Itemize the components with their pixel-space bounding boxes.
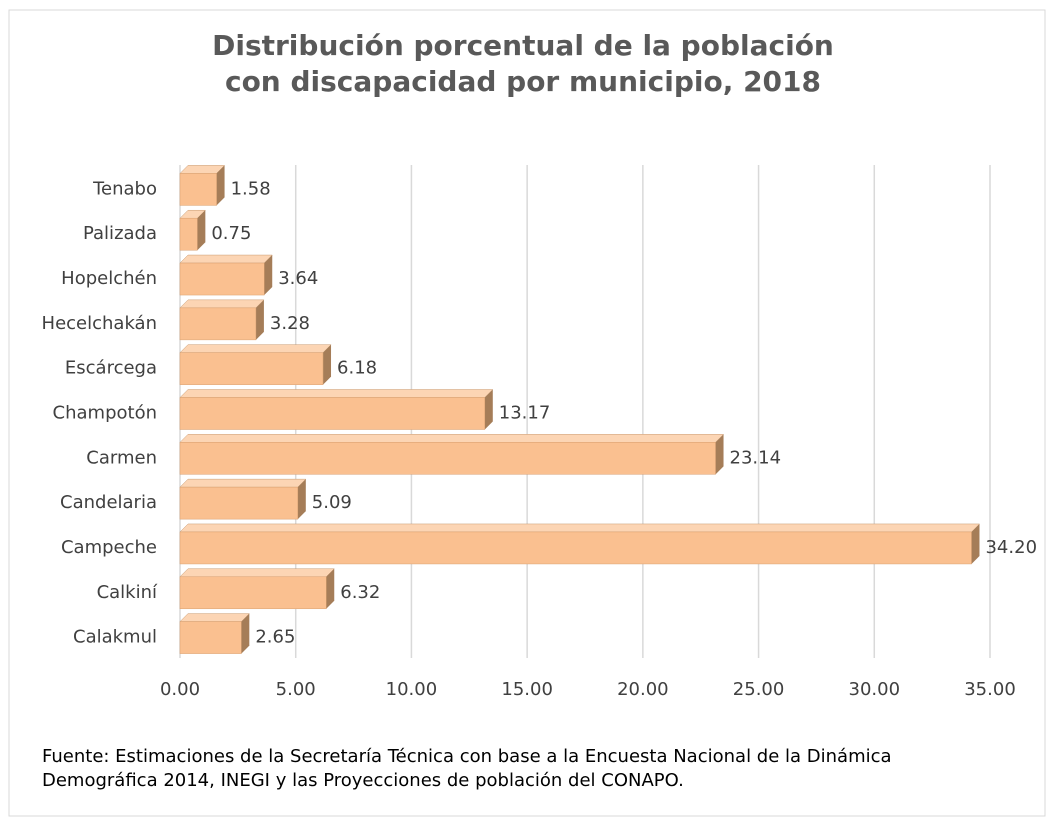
bar bbox=[179, 173, 217, 206]
y-tick-label: Hecelchakán bbox=[42, 313, 157, 334]
bar bbox=[179, 576, 327, 610]
bar-side bbox=[216, 165, 225, 206]
data-label: 5.09 bbox=[312, 492, 352, 513]
x-tick-label: 15.00 bbox=[501, 679, 553, 700]
bar-side bbox=[255, 299, 264, 340]
y-tick-label: Escárcega bbox=[65, 358, 157, 379]
bar bbox=[179, 397, 486, 430]
bar-side bbox=[326, 568, 335, 609]
x-tick-label: 0.00 bbox=[160, 679, 200, 700]
data-label: 3.28 bbox=[270, 313, 310, 334]
y-tick-label: Palizada bbox=[83, 223, 157, 244]
bar bbox=[179, 621, 242, 654]
bar bbox=[179, 442, 716, 475]
bar bbox=[179, 262, 265, 296]
bar-top bbox=[179, 299, 265, 309]
bar-top bbox=[179, 568, 335, 578]
y-tick-label: Candelaria bbox=[60, 492, 157, 513]
chart-border bbox=[8, 9, 1046, 817]
bar bbox=[179, 217, 198, 251]
source-note: Fuente: Estimaciones de la Secretaría Té… bbox=[42, 746, 892, 791]
y-tick-label: Tenabo bbox=[92, 178, 157, 199]
bar-top bbox=[179, 389, 494, 398]
bar-side bbox=[241, 613, 250, 654]
data-label: 1.58 bbox=[231, 178, 271, 199]
bar-top bbox=[179, 434, 725, 443]
x-tick-label: 25.00 bbox=[733, 679, 785, 700]
data-label: 2.65 bbox=[255, 627, 295, 648]
bar-side bbox=[484, 389, 493, 430]
bar-side bbox=[297, 479, 306, 520]
bar-top bbox=[179, 254, 273, 264]
x-tick-label: 10.00 bbox=[386, 679, 438, 700]
y-tick-label: Campeche bbox=[61, 537, 157, 558]
bar-top bbox=[179, 613, 250, 622]
bar-top bbox=[179, 344, 332, 353]
x-tick-label: 20.00 bbox=[617, 679, 669, 700]
bar-side bbox=[197, 210, 206, 251]
x-tick-label: 30.00 bbox=[849, 679, 901, 700]
bar bbox=[179, 486, 299, 520]
y-tick-label: Carmen bbox=[86, 447, 157, 468]
data-label: 0.75 bbox=[211, 223, 251, 244]
y-tick-label: Champotón bbox=[53, 403, 157, 424]
bar bbox=[179, 352, 324, 385]
bar-side bbox=[715, 434, 724, 475]
bar-side bbox=[264, 255, 273, 296]
bar-top bbox=[179, 523, 981, 533]
bar bbox=[179, 531, 972, 565]
data-label: 34.20 bbox=[985, 537, 1037, 558]
y-tick-label: Hopelchén bbox=[61, 268, 157, 289]
x-tick-label: 5.00 bbox=[276, 679, 316, 700]
y-tick-label: Calkiní bbox=[97, 582, 158, 603]
bar-side bbox=[323, 344, 332, 385]
x-tick-label: 35.00 bbox=[964, 679, 1016, 700]
chart-title: Distribución porcentual de la población … bbox=[212, 29, 834, 98]
data-label: 23.14 bbox=[730, 447, 782, 468]
bar bbox=[179, 307, 257, 341]
data-label: 6.32 bbox=[340, 582, 380, 603]
bar-side bbox=[971, 523, 980, 564]
y-tick-label: Calakmul bbox=[73, 627, 157, 648]
data-label: 13.17 bbox=[499, 403, 551, 424]
bar-top bbox=[179, 478, 307, 488]
data-label: 6.18 bbox=[337, 358, 377, 379]
data-label: 3.64 bbox=[278, 268, 318, 289]
